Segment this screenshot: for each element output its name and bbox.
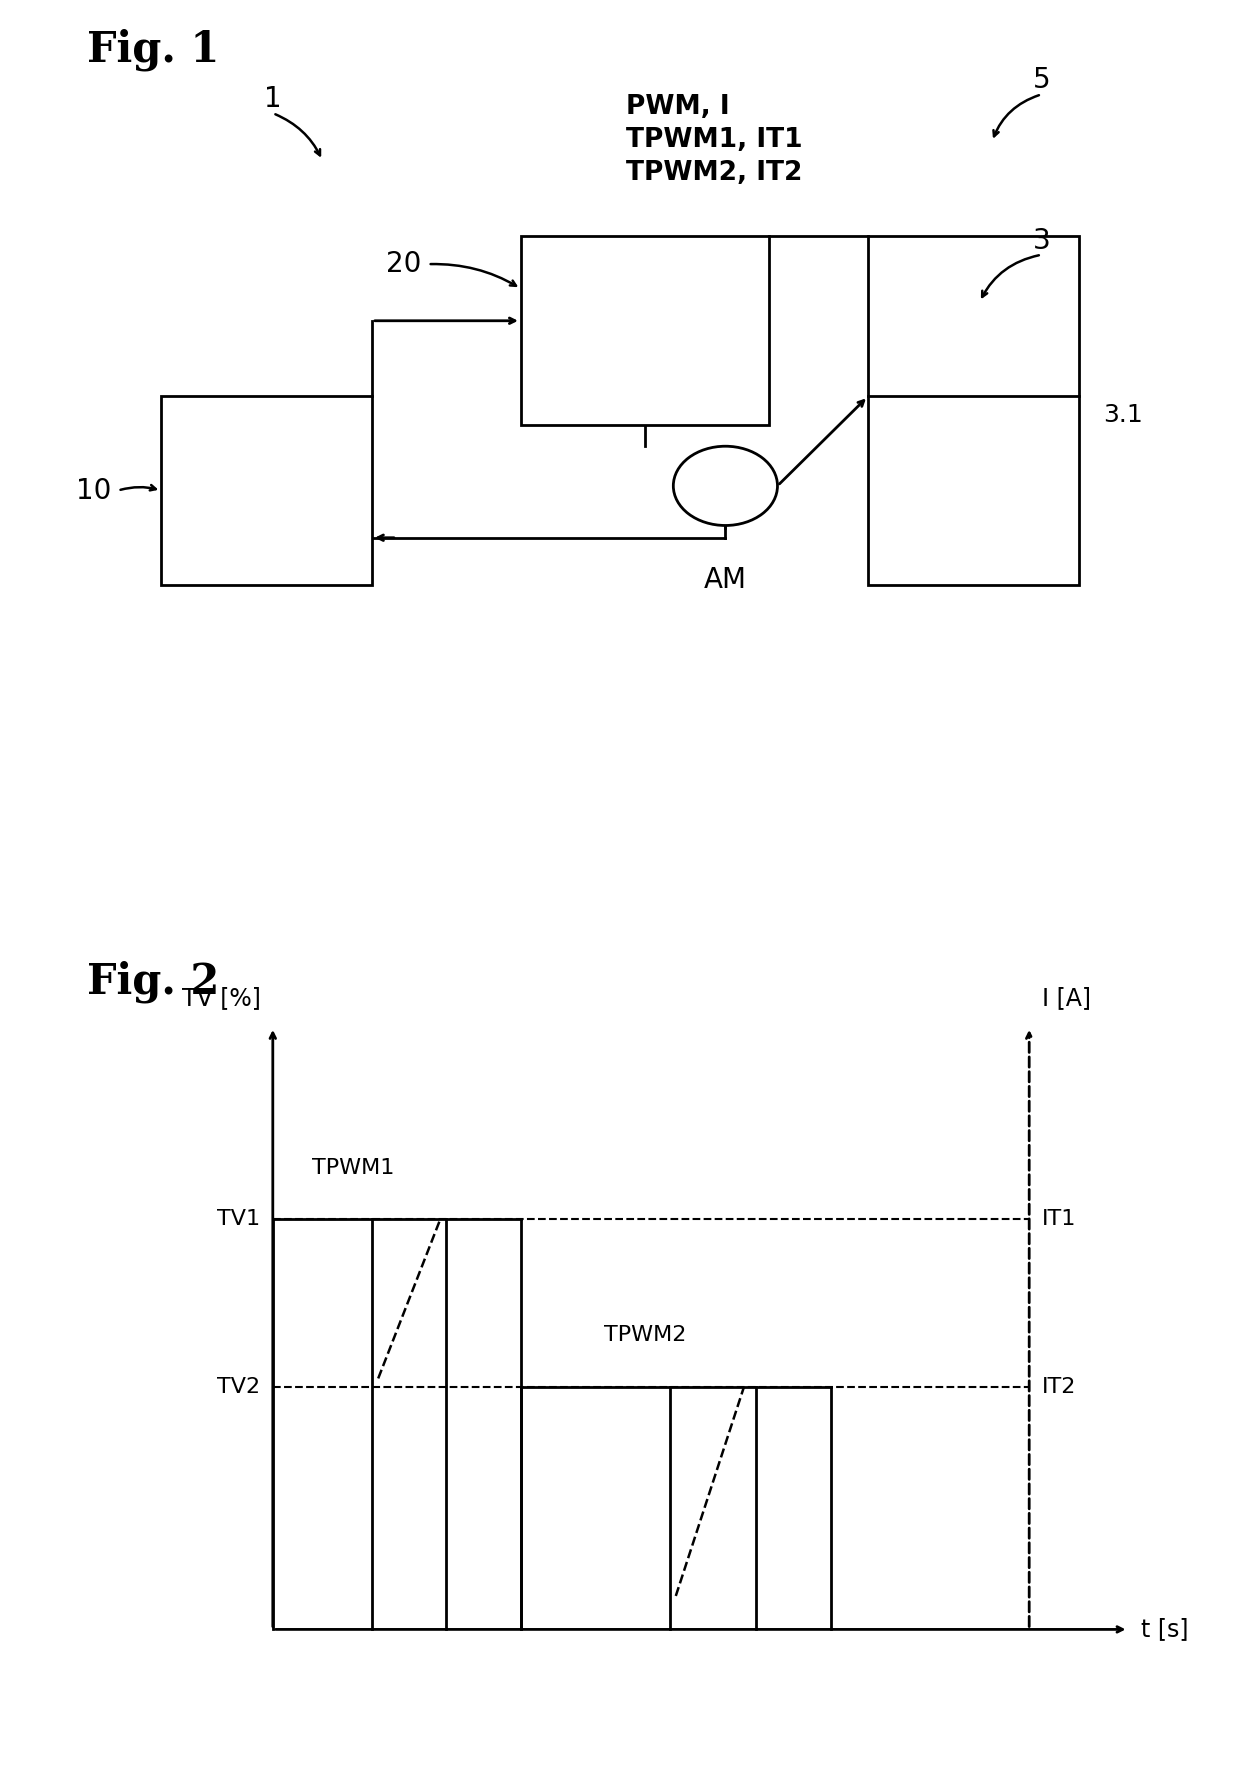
Bar (868, 235, 1079, 586)
Text: 1: 1 (264, 85, 281, 114)
Text: AM: AM (704, 566, 746, 595)
Text: Fig. 2: Fig. 2 (87, 959, 219, 1002)
Text: 3.1: 3.1 (1104, 402, 1143, 427)
Text: I [A]: I [A] (1042, 986, 1091, 1011)
Text: 3: 3 (1033, 226, 1050, 255)
Text: Fig. 1: Fig. 1 (87, 28, 219, 71)
Text: TPWM1: TPWM1 (312, 1157, 394, 1178)
Bar (161, 397, 372, 586)
Text: IT2: IT2 (1042, 1376, 1076, 1397)
Text: t [s]: t [s] (1141, 1618, 1188, 1641)
Text: 10: 10 (76, 477, 112, 504)
Text: TV2: TV2 (217, 1376, 260, 1397)
Text: TPWM2: TPWM2 (604, 1324, 686, 1346)
Bar (521, 235, 769, 424)
Text: 5: 5 (1033, 66, 1050, 94)
Text: 20: 20 (386, 251, 422, 278)
Text: TV1: TV1 (217, 1209, 260, 1230)
Text: IT1: IT1 (1042, 1209, 1076, 1230)
Text: PWM, I
TPWM1, IT1
TPWM2, IT2: PWM, I TPWM1, IT1 TPWM2, IT2 (626, 94, 802, 187)
Text: TV [%]: TV [%] (181, 986, 260, 1011)
Circle shape (673, 447, 777, 525)
